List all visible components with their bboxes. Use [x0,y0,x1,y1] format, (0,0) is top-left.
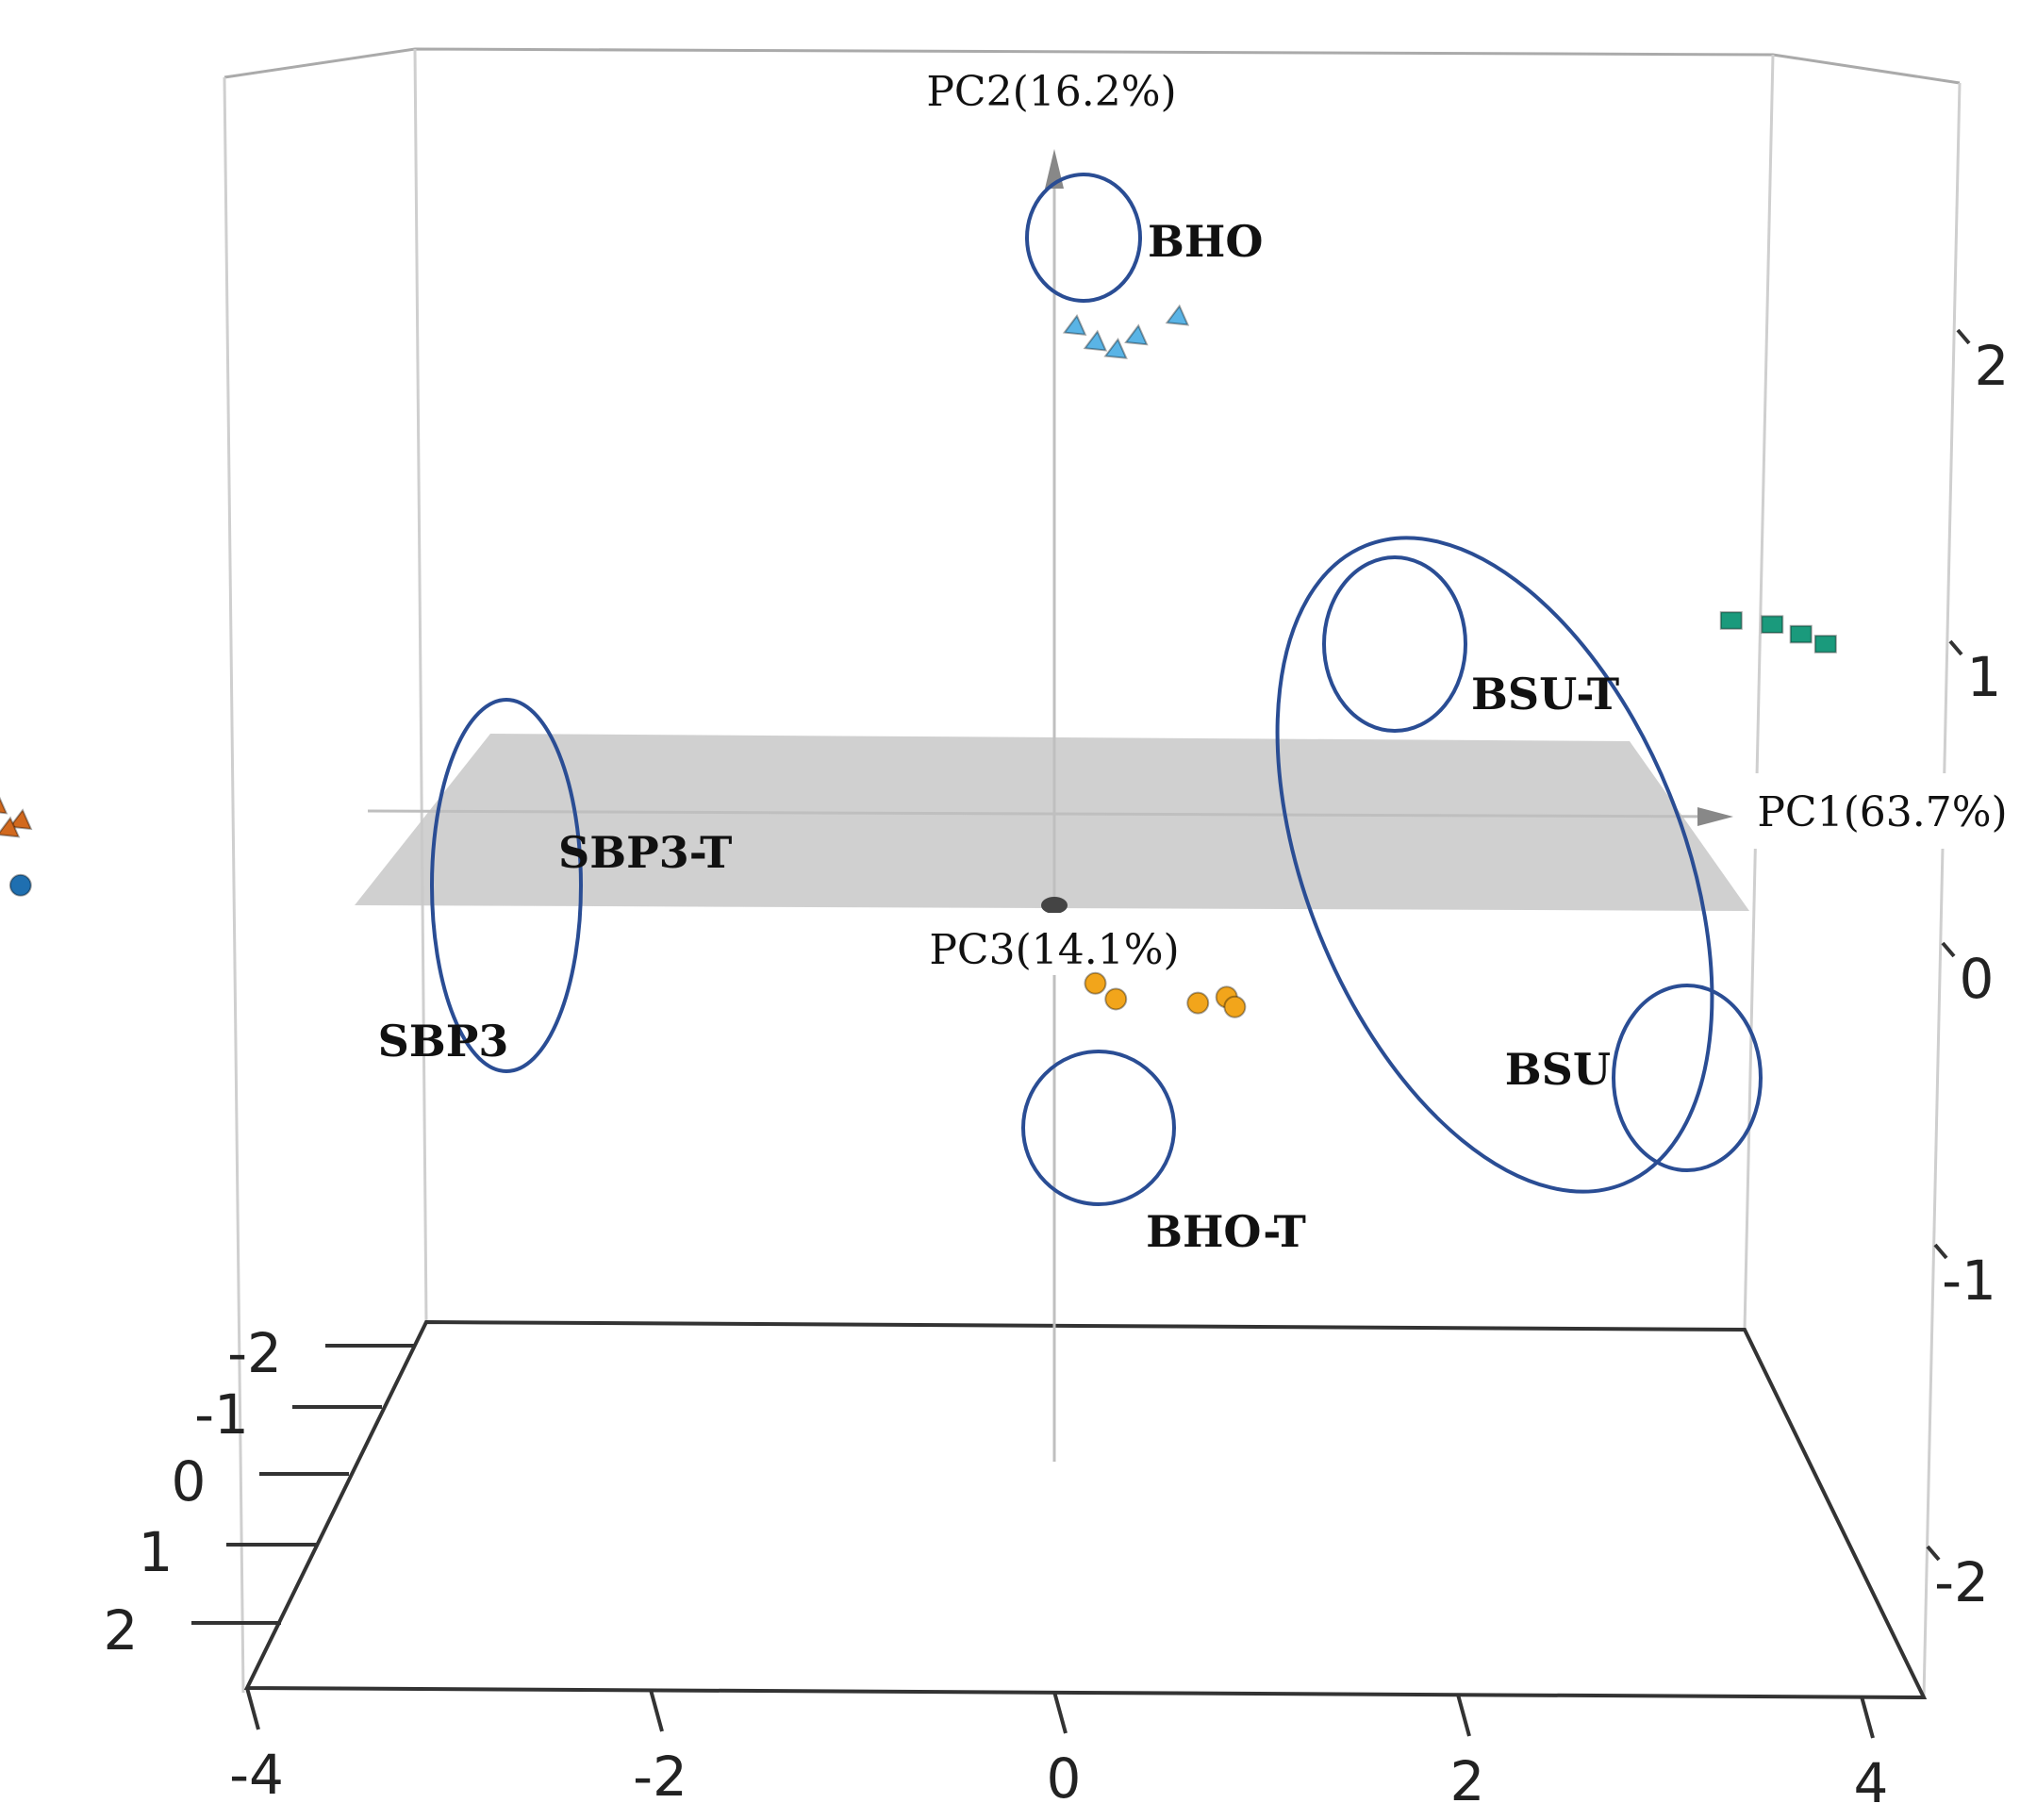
floor-frame [243,1319,1928,1700]
pc3-axis-title: PC3(14.1%) [929,926,1179,974]
bho-point [1165,304,1190,326]
bho-point [1062,314,1087,336]
pc1-axis-line [367,809,1722,819]
x-tick-label: 4 [1854,1751,1889,1815]
bho-t-point [1104,987,1128,1011]
y-tick-mark [1926,1545,1941,1562]
y-tick-mark [1948,639,1963,656]
label-sbp3: SBP3 [378,1016,509,1067]
data-points [0,304,1837,1018]
bsu-t-point [1719,611,1743,630]
sbp3-cluster-circle [430,698,583,1073]
pc2-title-bg [886,55,1217,130]
bho-t-point [1223,995,1247,1018]
label-bsu: BSU [1505,1044,1611,1095]
sbp3-t-point [0,796,8,815]
bsu-t-point [1761,615,1784,634]
x-tick-mark [1456,1694,1471,1737]
z-tick-label: 2 [104,1598,139,1663]
z-tick-label: -1 [194,1382,249,1447]
bsu-cluster-circle [1612,984,1763,1172]
x-tick-mark [1052,1691,1068,1734]
bho-point [1083,329,1108,352]
y-axis-ticks: 2 1 0 -1 -2 [1926,328,2010,1614]
x-tick-mark [245,1687,260,1730]
label-bho: BHO [1148,216,1263,267]
bho-point [1124,323,1149,346]
pc-axes [367,149,1733,1462]
label-bsu-t: BSU-T [1471,669,1619,720]
pc1-arrowhead [1697,807,1733,826]
bho-t-point [1084,971,1107,995]
bho-point [1103,337,1128,359]
bsu-t-point [1813,635,1837,654]
pc1-axis-title: PC1(63.7%) [1757,788,2007,836]
x-tick-label: 0 [1047,1746,1082,1811]
bho-t-cluster-circle [1021,1050,1176,1206]
cluster-circles [430,173,1763,1206]
y-tick-mark [1941,941,1956,958]
z-tick-label: 0 [172,1449,207,1514]
x-tick-mark [1860,1696,1875,1739]
y-tick-label: -1 [1942,1249,1996,1313]
bsu-t-cluster-circle [1322,555,1467,733]
bho-cluster-circle [1025,173,1142,303]
y-tick-label: 0 [1960,947,1995,1011]
z-tick-label: 1 [139,1520,174,1584]
pc2-axis-title: PC2(16.2%) [926,68,1176,116]
y-tick-mark [1933,1243,1948,1260]
label-sbp3-t: SBP3-T [558,827,732,878]
pc3-arrowhead [1041,897,1068,914]
sbp3-point [8,873,32,897]
bsu-t-point [1789,624,1813,644]
zero-plane [355,734,1749,911]
y-tick-label: 2 [1975,334,2010,398]
bho-t-point [1186,991,1210,1015]
box-frame [223,47,1962,1698]
x-tick-label: -2 [633,1745,687,1809]
x-tick-label: -4 [229,1743,284,1807]
y-tick-label: 1 [1967,645,2002,709]
sbp3-t-point [8,808,33,831]
group-labels: BHO BSU-T SBP3-T SBP3 BSU BHO-T [378,216,1619,1257]
x-tick-label: 2 [1450,1749,1485,1813]
y-tick-label: -2 [1934,1550,1989,1614]
label-bho-t: BHO-T [1146,1206,1306,1257]
x-tick-mark [649,1689,664,1732]
sbp3-t-point [0,816,21,838]
pc3-title-bg [924,913,1188,975]
bsu-group-ellipse [1275,536,1714,1194]
pc1-title-bg [1745,773,2018,849]
y-tick-mark [1956,328,1971,345]
x-axis-ticks: -4 -2 0 2 4 [229,1687,1889,1815]
z-tick-label: -2 [227,1321,282,1385]
